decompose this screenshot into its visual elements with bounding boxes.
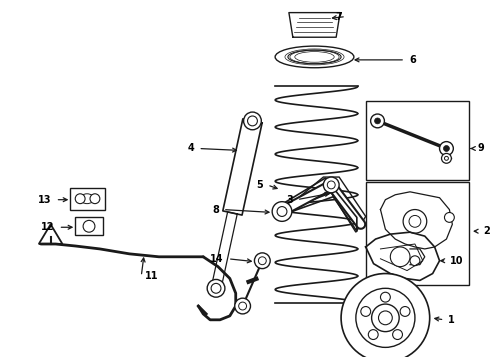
Text: 8: 8 [212,204,219,215]
Bar [75,217,103,235]
Circle shape [211,283,221,293]
Circle shape [341,274,430,360]
Text: 4: 4 [188,144,195,153]
Circle shape [378,311,392,325]
Circle shape [235,298,250,314]
Circle shape [440,141,453,156]
Circle shape [244,112,261,130]
Circle shape [441,153,451,163]
Circle shape [392,330,402,339]
Circle shape [370,114,385,128]
Circle shape [254,253,270,269]
Circle shape [277,207,287,216]
Text: 6: 6 [409,55,416,65]
Text: 2: 2 [483,226,490,236]
Circle shape [356,288,415,347]
Text: 13: 13 [38,195,51,205]
Circle shape [380,292,391,302]
Circle shape [410,256,420,266]
Circle shape [444,212,454,222]
Text: 10: 10 [450,256,464,266]
Ellipse shape [275,46,354,68]
Text: 14: 14 [210,254,224,264]
Circle shape [258,257,266,265]
Circle shape [90,194,100,204]
Circle shape [83,220,95,232]
Text: 3: 3 [286,195,293,205]
Circle shape [239,302,246,310]
Circle shape [272,202,292,221]
Ellipse shape [288,50,341,64]
Text: 7: 7 [335,12,342,22]
Circle shape [207,279,225,297]
Circle shape [400,306,410,316]
Circle shape [403,210,427,233]
Circle shape [391,247,410,267]
Ellipse shape [80,194,94,204]
Circle shape [443,145,449,152]
Polygon shape [282,177,366,232]
Circle shape [327,181,335,189]
Text: 12: 12 [41,222,54,232]
Circle shape [247,116,257,126]
Bar [70,188,105,210]
Bar [366,182,469,285]
Text: 5: 5 [257,180,263,190]
Circle shape [374,118,380,124]
Circle shape [444,156,448,160]
Circle shape [323,177,339,193]
Circle shape [368,330,378,339]
Circle shape [75,194,85,204]
Text: 9: 9 [478,144,485,153]
Bar [366,101,469,180]
Circle shape [371,304,399,332]
Text: 11: 11 [145,271,159,282]
Circle shape [361,306,370,316]
Text: 1: 1 [448,315,455,325]
Circle shape [409,215,421,227]
